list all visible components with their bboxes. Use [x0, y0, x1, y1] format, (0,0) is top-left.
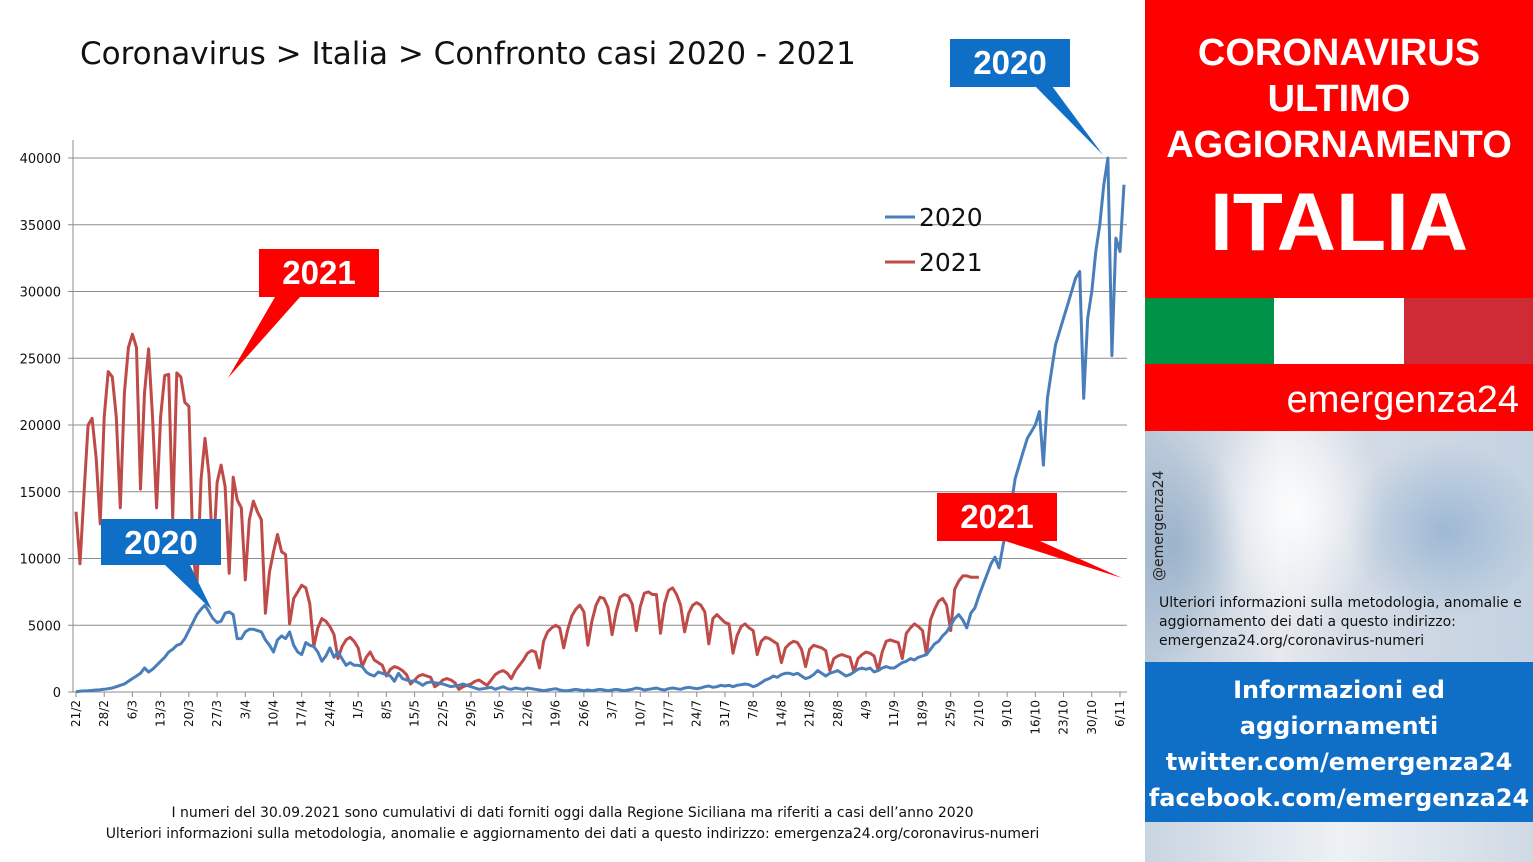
y-tick-label: 20000 — [20, 419, 61, 434]
banner-line-1: CORONAVIRUS — [1197, 32, 1481, 74]
chart-panel: Coronavirus > Italia > Confronto casi 20… — [0, 36, 1145, 845]
x-tick-label: 24/7 — [690, 700, 704, 727]
social-line-1: Informazioni ed — [1233, 676, 1445, 704]
chart-title: Coronavirus > Italia > Confronto casi 20… — [80, 36, 856, 72]
callout-pointer-2020-mid — [165, 565, 212, 610]
callout-2021-right: 2021 — [937, 493, 1057, 541]
callout-2021-left: 2021 — [259, 249, 379, 297]
y-tick-label: 5000 — [28, 619, 61, 634]
update-banner: CORONAVIRUS ULTIMO AGGIORNAMENTO ITALIA — [1145, 0, 1533, 298]
line-chart: 0 5000 10000 15000 20000 25000 30000 35000 40000… — [20, 86, 1127, 735]
x-tick-label: 17/4 — [295, 700, 309, 727]
social-line-2: aggiornamenti — [1239, 712, 1439, 740]
brand-name: emergenza24 — [1145, 364, 1533, 431]
callout-pointer-2021-left — [228, 297, 300, 378]
y-tick-label: 40000 — [20, 152, 61, 167]
x-tick-label: 19/6 — [549, 700, 563, 727]
series-line-2021 — [74, 332, 979, 691]
x-tick-label: 31/7 — [718, 700, 732, 727]
x-tick-label: 11/9 — [887, 700, 901, 727]
x-tick-label: 29/5 — [464, 700, 478, 727]
banner-line-3: AGGIORNAMENTO — [1166, 124, 1512, 166]
footnote: I numeri del 30.09.2021 sono cumulativi … — [0, 803, 1145, 845]
flag-white-band — [1274, 298, 1404, 364]
sidebar: CORONAVIRUS ULTIMO AGGIORNAMENTO ITALIA … — [1145, 0, 1533, 862]
y-tick-label: 30000 — [20, 286, 61, 301]
x-tick-label: 3/4 — [238, 700, 252, 719]
x-tick-label: 18/9 — [915, 700, 929, 727]
callout-2020-mid: 2020 — [101, 519, 221, 565]
x-tick-label: 28/8 — [831, 700, 845, 727]
x-tick-label: 15/5 — [408, 700, 422, 727]
flag-green-band — [1145, 298, 1275, 364]
x-tick-label: 27/3 — [210, 700, 224, 727]
x-tick-label: 17/7 — [662, 700, 676, 727]
series-line-2020 — [75, 156, 1126, 694]
y-tick-label: 10000 — [20, 553, 61, 568]
x-tick-label: 5/6 — [492, 700, 506, 719]
x-tick-label: 25/9 — [944, 700, 958, 727]
twitter-link[interactable]: twitter.com/emergenza24 — [1165, 748, 1513, 776]
x-tick-label: 16/10 — [1028, 700, 1042, 735]
x-tick-label: 10/4 — [267, 700, 281, 727]
x-tick-label: 14/8 — [774, 700, 788, 727]
x-tick-label: 7/8 — [746, 700, 760, 719]
x-tick-label: 1/5 — [351, 700, 365, 719]
banner-country: ITALIA — [1209, 177, 1469, 268]
methodology-info: Ulteriori informazioni sulla metodologia… — [1159, 595, 1522, 649]
x-tick-label: 10/7 — [633, 700, 647, 727]
flag-red-band — [1403, 298, 1533, 364]
social-handle: @emergenza24 — [1151, 470, 1167, 582]
y-tick-label: 35000 — [20, 219, 61, 234]
y-tick-label: 25000 — [20, 352, 61, 367]
background-photo-bottom — [1145, 822, 1533, 862]
legend-label-2021: 2021 — [919, 248, 983, 277]
x-tick-label: 26/6 — [577, 700, 591, 727]
x-tick-label: 22/5 — [436, 700, 450, 727]
y-tick-label: 0 — [53, 686, 61, 701]
x-tick-label: 21/2 — [69, 700, 83, 727]
x-tick-label: 12/6 — [520, 700, 534, 727]
footnote-line-1: I numeri del 30.09.2021 sono cumulativi … — [171, 805, 974, 821]
x-tick-label: 2/10 — [972, 700, 986, 727]
x-tick-label: 28/2 — [97, 700, 111, 727]
x-tick-label: 3/7 — [605, 700, 619, 719]
callout-pointer-2021-right — [1005, 541, 1122, 578]
callout-pointer-2020-top — [1035, 86, 1103, 155]
y-tick-label: 15000 — [20, 486, 61, 501]
background-photo: @emergenza24 Ulteriori informazioni sull… — [1145, 431, 1533, 662]
x-tick-label: 8/5 — [379, 700, 393, 719]
x-tick-label: 6/3 — [125, 700, 139, 719]
x-tick-label: 20/3 — [182, 700, 196, 727]
callout-2020-top: 2020 — [950, 39, 1070, 87]
banner-line-2: ULTIMO — [1267, 78, 1411, 120]
x-tick-label: 30/10 — [1085, 700, 1099, 735]
social-links-box: Informazioni ed aggiornamenti twitter.co… — [1145, 662, 1533, 822]
x-tick-label: 24/4 — [323, 700, 337, 727]
legend-label-2020: 2020 — [919, 203, 983, 232]
footnote-line-2: Ulteriori informazioni sulla metodologia… — [105, 826, 1040, 842]
x-tick-label: 23/10 — [1057, 700, 1071, 735]
x-tick-label: 4/9 — [859, 700, 873, 719]
x-tick-label: 9/10 — [1000, 700, 1014, 727]
x-tick-label: 6/11 — [1113, 700, 1127, 727]
x-tick-label: 21/8 — [803, 700, 817, 727]
facebook-link[interactable]: facebook.com/emergenza24 — [1148, 784, 1530, 812]
x-tick-label: 13/3 — [154, 700, 168, 727]
italian-flag — [1145, 298, 1533, 364]
